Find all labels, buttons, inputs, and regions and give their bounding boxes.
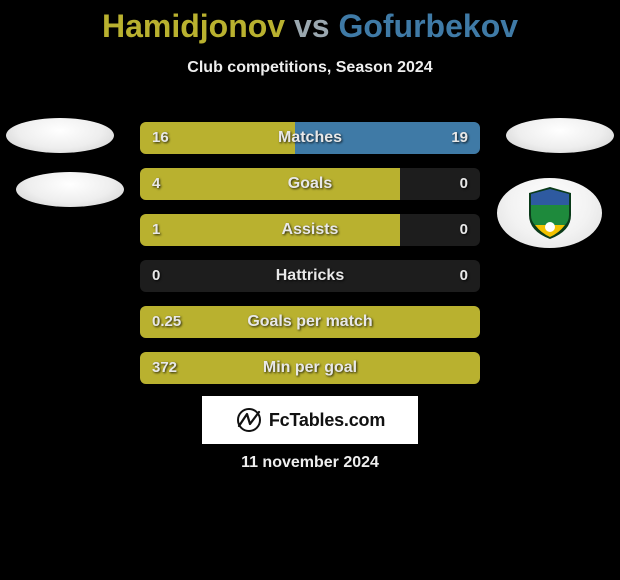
shield-icon	[525, 185, 575, 241]
brand-text: FcTables.com	[269, 410, 385, 431]
stat-row: 372Min per goal	[140, 352, 480, 384]
page-title: Hamidjonov vs Gofurbekov	[0, 0, 620, 45]
brand-logo-icon	[235, 406, 263, 434]
footer-date: 11 november 2024	[0, 454, 620, 472]
brand-badge[interactable]: FcTables.com	[202, 396, 418, 444]
title-player-right: Gofurbekov	[338, 8, 518, 44]
subtitle: Club competitions, Season 2024	[0, 59, 620, 77]
stat-label: Assists	[140, 214, 480, 246]
stat-label: Min per goal	[140, 352, 480, 384]
title-vs: vs	[294, 8, 330, 44]
stat-row: 0.25Goals per match	[140, 306, 480, 338]
stat-label: Goals per match	[140, 306, 480, 338]
comparison-chart: 1619Matches 40Goals 10Assists 00Hattricks 0.…	[140, 122, 480, 398]
stat-label: Hattricks	[140, 260, 480, 292]
player-right-club-badge	[497, 178, 602, 248]
stat-label: Goals	[140, 168, 480, 200]
player-right-avatar	[506, 118, 614, 153]
title-player-left: Hamidjonov	[102, 8, 285, 44]
stat-row: 10Assists	[140, 214, 480, 246]
stat-label: Matches	[140, 122, 480, 154]
stat-row: 40Goals	[140, 168, 480, 200]
stat-row: 00Hattricks	[140, 260, 480, 292]
stat-row: 1619Matches	[140, 122, 480, 154]
player-left-club-badge	[16, 172, 124, 207]
player-left-avatar	[6, 118, 114, 153]
